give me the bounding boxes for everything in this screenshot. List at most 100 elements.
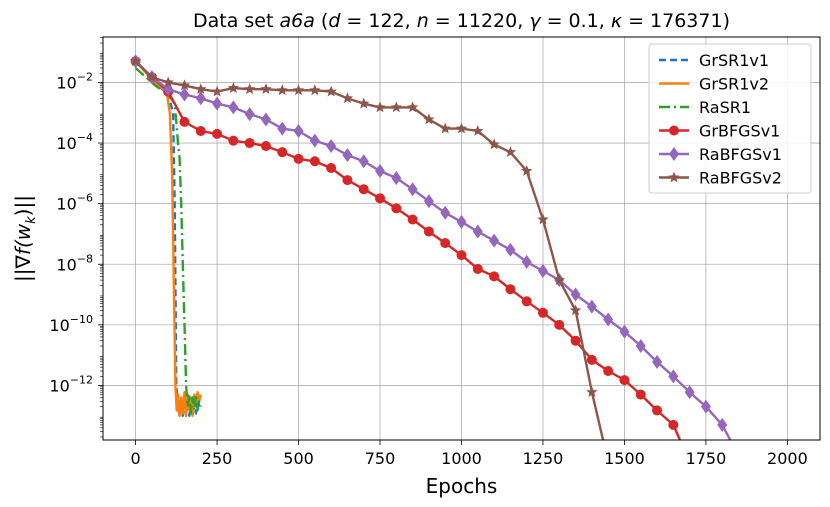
- data-point-RaBFGSv2: [309, 84, 321, 96]
- data-point-RaBFGSv1: [537, 263, 548, 278]
- x-tick-label: 1000: [441, 449, 482, 468]
- data-point-RaBFGSv1: [717, 417, 728, 432]
- data-point-RaBFGSv1: [521, 254, 532, 269]
- data-point-GrBFGSv1: [603, 366, 614, 377]
- legend-marker: [669, 125, 679, 136]
- data-point-RaBFGSv1: [293, 123, 304, 138]
- data-point-GrBFGSv1: [244, 138, 255, 149]
- data-point-RaBFGSv1: [489, 233, 500, 248]
- data-point-RaBFGSv1: [179, 87, 190, 102]
- data-point-RaBFGSv1: [619, 324, 630, 339]
- data-point-RaBFGSv2: [455, 122, 468, 134]
- data-point-RaBFGSv2: [195, 83, 207, 94]
- legend-label: GrSR1v2: [699, 75, 769, 94]
- data-point-RaBFGSv2: [244, 83, 256, 94]
- data-point-RaBFGSv1: [456, 214, 467, 229]
- data-point-RaBFGSv1: [277, 121, 288, 136]
- data-point-RaBFGSv1: [375, 163, 386, 178]
- data-point-RaBFGSv1: [603, 312, 614, 327]
- data-point-GrBFGSv1: [293, 153, 304, 164]
- data-point-RaBFGSv2: [406, 101, 419, 113]
- data-point-GrBFGSv1: [652, 405, 663, 416]
- data-point-RaBFGSv2: [276, 84, 288, 96]
- data-point-RaBFGSv1: [228, 100, 239, 115]
- y-tick-label: 10−10: [49, 313, 93, 335]
- data-point-RaBFGSv2: [439, 122, 451, 134]
- data-point-GrBFGSv1: [407, 214, 418, 225]
- series-line-RaSR1: [134, 67, 202, 415]
- y-tick-label: 10−2: [56, 70, 93, 92]
- legend-item-RaSR1: RaSR1: [659, 98, 751, 117]
- data-point-RaBFGSv1: [407, 182, 418, 197]
- x-tick-label: 1500: [604, 449, 645, 468]
- data-point-GrBFGSv1: [440, 238, 451, 249]
- series-layer: [129, 54, 732, 440]
- data-point-GrBFGSv1: [423, 226, 434, 237]
- data-point-RaBFGSv2: [504, 146, 517, 157]
- data-point-RaBFGSv1: [635, 339, 646, 354]
- legend-item-GrSR1v2: GrSR1v2: [659, 75, 769, 94]
- y-tick-label: 10−8: [56, 252, 93, 274]
- series-RaBFGSv2: [129, 55, 605, 440]
- data-point-GrBFGSv1: [489, 271, 500, 282]
- data-point-GrBFGSv1: [586, 354, 597, 365]
- data-point-RaBFGSv2: [521, 165, 533, 176]
- x-tick-label: 2000: [767, 449, 808, 468]
- data-point-RaBFGSv1: [652, 354, 663, 369]
- data-point-RaBFGSv2: [211, 85, 223, 97]
- data-point-RaBFGSv2: [260, 83, 272, 94]
- legend-box: [648, 43, 812, 194]
- legend-label: GrBFGSv1: [699, 122, 780, 141]
- data-point-RaBFGSv1: [423, 194, 434, 209]
- data-point-RaBFGSv2: [292, 84, 305, 96]
- data-point-RaBFGSv1: [212, 96, 223, 111]
- data-point-RaBFGSv2: [129, 55, 142, 67]
- data-point-RaBFGSv1: [505, 242, 516, 257]
- data-point-RaBFGSv1: [472, 224, 483, 239]
- data-point-GrBFGSv1: [570, 335, 581, 346]
- data-point-GrBFGSv1: [260, 140, 271, 151]
- data-point-RaBFGSv1: [244, 107, 255, 122]
- data-point-RaBFGSv2: [537, 213, 549, 225]
- data-point-RaBFGSv1: [391, 171, 402, 186]
- y-tick-label: 10−4: [56, 131, 93, 153]
- x-tick-label: 500: [283, 449, 314, 468]
- data-point-GrBFGSv1: [505, 284, 516, 295]
- chart-title: Data set a6a (d = 122, n = 11220, γ = 0.…: [193, 10, 730, 32]
- data-point-RaBFGSv1: [668, 369, 679, 384]
- data-point-RaBFGSv1: [684, 385, 695, 400]
- legend: GrSR1v1 GrSR1v2 RaSR1 GrBFGSv1 RaBFGSv1 RaBFG…: [648, 43, 812, 194]
- data-point-GrBFGSv1: [195, 125, 206, 136]
- legend-marker: [668, 171, 680, 183]
- data-point-RaBFGSv2: [146, 71, 158, 82]
- data-point-GrBFGSv1: [277, 147, 288, 158]
- legend-label: RaBFGSv2: [699, 169, 782, 188]
- data-point-GrBFGSv1: [179, 116, 190, 127]
- data-point-GrBFGSv1: [619, 375, 630, 386]
- data-point-GrBFGSv1: [554, 319, 565, 330]
- data-point-RaBFGSv2: [358, 97, 370, 109]
- data-point-RaBFGSv2: [227, 82, 240, 93]
- data-point-RaBFGSv1: [700, 399, 711, 414]
- data-point-GrBFGSv1: [472, 263, 483, 274]
- data-point-RaBFGSv2: [423, 113, 435, 125]
- legend-label: GrSR1v1: [699, 51, 769, 70]
- legend-item-RaBFGSv1: RaBFGSv1: [659, 145, 782, 164]
- data-point-RaBFGSv2: [325, 85, 337, 97]
- data-point-RaBFGSv2: [569, 304, 582, 316]
- data-point-GrBFGSv1: [668, 419, 679, 430]
- data-point-GrBFGSv1: [212, 128, 223, 139]
- x-tick-label: 0: [130, 449, 140, 468]
- data-point-GrBFGSv1: [456, 250, 467, 261]
- data-point-RaBFGSv2: [374, 101, 386, 113]
- data-point-RaBFGSv2: [178, 79, 191, 91]
- data-point-GrBFGSv1: [358, 184, 369, 195]
- data-point-RaBFGSv2: [553, 274, 565, 285]
- data-point-RaBFGSv2: [586, 386, 598, 397]
- series-RaSR1: [134, 67, 202, 415]
- data-point-GrBFGSv1: [309, 156, 320, 167]
- data-point-RaBFGSv1: [342, 148, 353, 163]
- legend-label: RaBFGSv1: [699, 145, 782, 164]
- data-point-RaBFGSv1: [358, 154, 369, 169]
